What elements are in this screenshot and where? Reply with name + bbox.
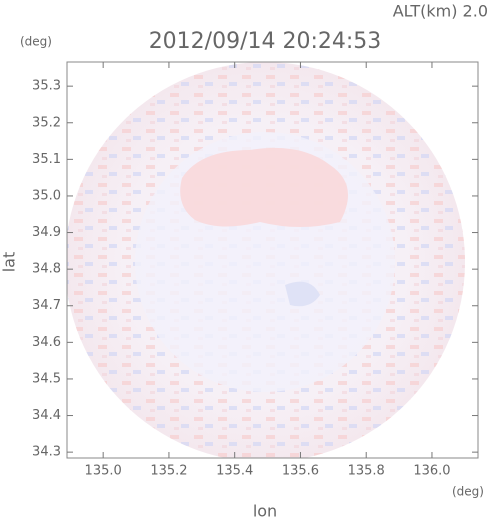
y-tick-label: 34.9: [32, 225, 61, 240]
y-tick-label: 35.3: [32, 79, 61, 94]
x-axis-label: lon: [253, 502, 277, 521]
y-tick-label: 34.5: [32, 371, 61, 386]
y-tick-label: 34.8: [32, 262, 61, 277]
y-tick-label: 34.6: [32, 335, 61, 350]
y-tick-label: 34.3: [32, 445, 61, 460]
y-axis-label: lat: [0, 252, 19, 273]
x-unit: (deg): [452, 485, 484, 499]
y-unit: (deg): [20, 35, 52, 49]
y-tick-label: 35.0: [32, 188, 61, 203]
y-tick-label: 35.2: [32, 115, 61, 130]
x-tick-label: 135.8: [348, 464, 385, 479]
y-tick-label: 34.4: [32, 408, 61, 423]
plot-frame: [66, 61, 479, 459]
x-tick-label: 135.4: [216, 464, 253, 479]
y-tick-label: 35.1: [32, 152, 61, 167]
annotation: ALT(km) 2.0: [393, 2, 488, 21]
y-tick-label: 34.7: [32, 298, 61, 313]
x-tick-label: 136.0: [413, 464, 450, 479]
x-tick-label: 135.6: [282, 464, 319, 479]
radar-field: [67, 62, 465, 458]
chart-title: 2012/09/14 20:24:53: [149, 29, 382, 54]
x-tick-label: 135.0: [85, 464, 122, 479]
x-tick-label: 135.2: [150, 464, 187, 479]
